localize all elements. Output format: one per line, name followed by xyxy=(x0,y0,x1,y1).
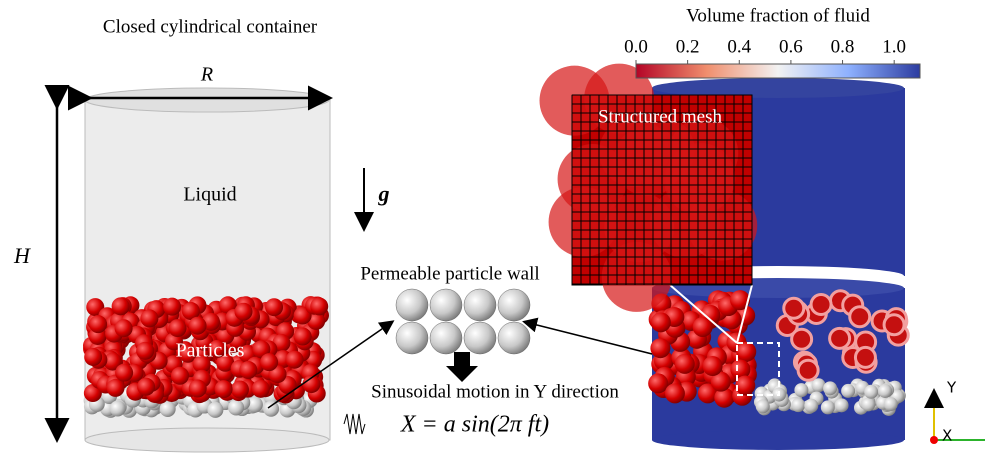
particle xyxy=(235,303,253,321)
particle xyxy=(137,378,155,396)
colorbar-tick-label: 0.6 xyxy=(779,36,803,57)
particle xyxy=(286,351,304,369)
particle xyxy=(841,384,855,398)
particle xyxy=(861,397,875,411)
particle xyxy=(207,402,223,418)
particle xyxy=(855,347,875,367)
particle xyxy=(665,383,685,403)
particle xyxy=(189,380,207,398)
particle xyxy=(798,360,818,380)
particle xyxy=(804,399,818,413)
particle xyxy=(115,364,133,382)
particle xyxy=(703,356,723,376)
wall-particle xyxy=(430,322,462,354)
motion-arrow xyxy=(446,352,478,382)
equation: X = a sin(2π ft) xyxy=(400,412,549,438)
wall-label: Permeable particle wall xyxy=(360,263,539,284)
particle xyxy=(756,399,770,413)
particle xyxy=(650,338,670,358)
axis-y-label: Y xyxy=(946,379,957,397)
particle xyxy=(735,375,755,395)
particle xyxy=(884,315,904,335)
particle xyxy=(864,385,878,399)
particle xyxy=(791,398,805,412)
wall-particle xyxy=(464,289,496,321)
wave-icon xyxy=(344,414,365,434)
wall-particle xyxy=(430,289,462,321)
particles-label: Particles xyxy=(176,340,245,362)
particle xyxy=(310,297,328,315)
liquid-label: Liquid xyxy=(183,184,236,206)
particle xyxy=(736,342,756,362)
particle xyxy=(263,401,279,417)
particle xyxy=(163,298,181,316)
particle xyxy=(294,327,312,345)
particle xyxy=(821,400,835,414)
particle xyxy=(823,381,837,395)
particle xyxy=(189,317,207,335)
particle xyxy=(792,329,812,349)
axis-origin xyxy=(930,436,938,444)
particle xyxy=(140,309,158,327)
motion-label: Sinusoidal motion in Y direction xyxy=(371,381,619,402)
particle xyxy=(231,381,249,399)
colorbar-tick-label: 0.2 xyxy=(676,36,700,57)
particle xyxy=(112,297,130,315)
particle xyxy=(110,400,126,416)
particle xyxy=(784,298,804,318)
particle xyxy=(651,312,671,332)
wall-particle xyxy=(464,322,496,354)
particle xyxy=(115,319,133,337)
colorbar-tick-label: 0.4 xyxy=(727,36,751,57)
particle xyxy=(239,361,257,379)
particle xyxy=(89,315,107,333)
particle xyxy=(171,367,189,385)
particle xyxy=(136,342,154,360)
particle xyxy=(84,348,102,366)
particle xyxy=(878,384,892,398)
container-title: Closed cylindrical container xyxy=(103,16,318,37)
particle xyxy=(835,398,849,412)
wall-particle xyxy=(498,322,530,354)
particle xyxy=(794,383,808,397)
wall-particle xyxy=(498,289,530,321)
particle xyxy=(830,328,850,348)
particle xyxy=(265,298,283,316)
figure: Closed cylindrical container R H Liquid … xyxy=(0,0,995,457)
particle xyxy=(675,354,695,374)
particle xyxy=(215,380,233,398)
colorbar-tick-label: 0.8 xyxy=(831,36,855,57)
colorbar-tick-label: 0.0 xyxy=(624,36,648,57)
gravity-label: g xyxy=(378,181,390,206)
colorbar-title: Volume fraction of fluid xyxy=(686,5,870,26)
particle xyxy=(811,295,831,315)
particle xyxy=(228,399,244,415)
axis-x-label: X xyxy=(942,427,952,445)
particle xyxy=(169,319,187,337)
colorbar-tick-label: 1.0 xyxy=(882,36,906,57)
wall-particle xyxy=(396,289,428,321)
particle xyxy=(107,379,125,397)
particle-wall xyxy=(396,289,530,354)
particle xyxy=(850,307,870,327)
mesh-inset xyxy=(540,64,758,312)
particle xyxy=(648,373,668,393)
particle xyxy=(260,353,278,371)
left-cylinder xyxy=(83,88,330,452)
inset-label: Structured mesh xyxy=(598,106,723,127)
particle xyxy=(252,380,270,398)
radius-label: R xyxy=(200,64,213,86)
wall-particle xyxy=(396,322,428,354)
colorbar xyxy=(636,64,920,78)
particle xyxy=(884,397,898,411)
height-label: H xyxy=(13,243,31,268)
